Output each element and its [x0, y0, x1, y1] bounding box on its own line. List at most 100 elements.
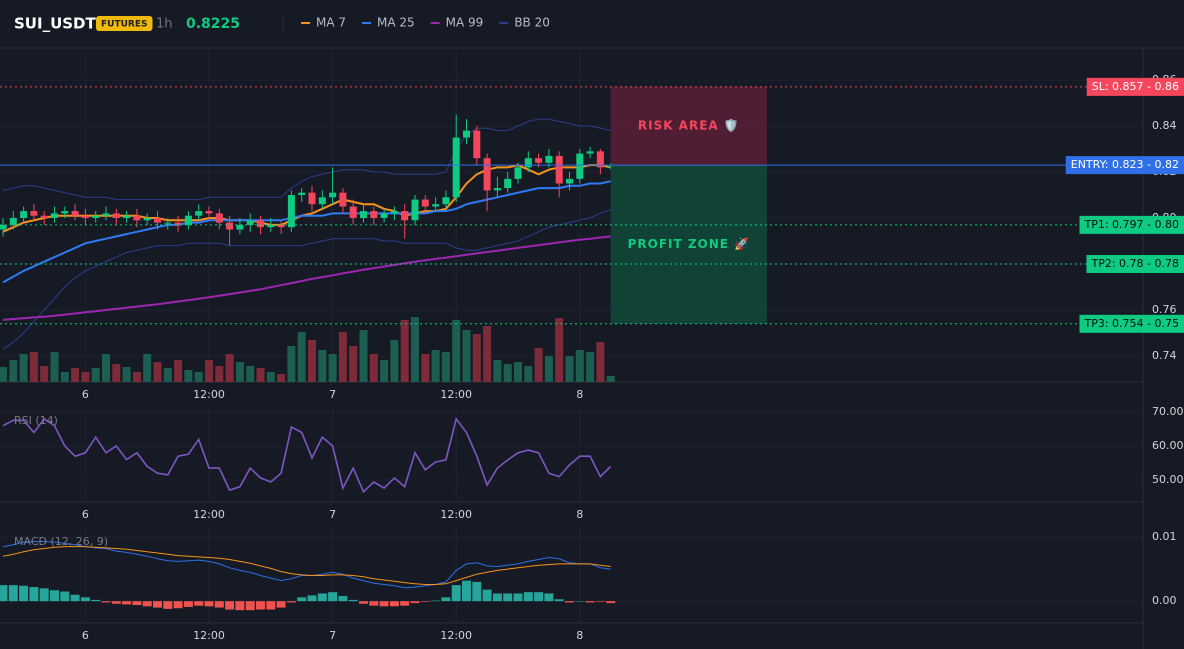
y-tick-label: 0.74 — [1152, 349, 1177, 362]
zone — [610, 86, 767, 166]
y-tick-label: 0.01 — [1152, 530, 1177, 543]
volume-bar — [40, 366, 49, 382]
histogram-bar — [389, 601, 399, 607]
volume-bar — [390, 340, 399, 382]
candle-body — [277, 224, 285, 228]
volume-bar — [287, 346, 296, 382]
histogram-bar — [307, 595, 317, 602]
candle-body — [545, 155, 553, 163]
histogram-bar — [173, 601, 183, 609]
candle-body — [442, 197, 450, 205]
candle-body — [308, 192, 316, 205]
candle-body — [349, 206, 357, 218]
level-tag: TP3: 0.754 - 0.75 — [1079, 314, 1184, 333]
candle-body — [9, 217, 17, 225]
x-tick-label: 12:00 — [440, 388, 472, 401]
volume-bar — [163, 368, 172, 382]
zone — [610, 165, 767, 324]
volume-bar — [60, 372, 69, 382]
candle-body — [154, 217, 161, 223]
volume-bar — [369, 354, 378, 382]
histogram-bar — [369, 601, 379, 606]
volume-bar — [91, 368, 100, 382]
candle-body — [380, 213, 388, 218]
volume-bar — [534, 348, 543, 382]
candle-body — [174, 222, 182, 225]
histogram-bar — [534, 592, 544, 602]
bollinger-lower — [2, 209, 611, 350]
volume-bar — [411, 317, 419, 382]
volume-bar — [153, 362, 162, 382]
volume-bar — [596, 342, 605, 382]
interval[interactable]: 1h — [156, 17, 173, 32]
candle-body — [452, 137, 460, 198]
candle-body — [257, 220, 264, 228]
histogram-bar — [50, 590, 59, 602]
candle-body — [287, 194, 295, 228]
candle-body — [596, 151, 604, 168]
volume-bar — [318, 350, 327, 382]
candle-body — [246, 220, 254, 225]
histogram-bar — [266, 601, 276, 610]
histogram-bar — [276, 601, 286, 608]
candle-body — [298, 192, 306, 195]
volume-bar — [256, 368, 265, 382]
histogram-bar — [513, 593, 523, 602]
volume-bar — [277, 374, 286, 382]
candle-body — [123, 215, 131, 218]
volume-bar — [112, 364, 121, 382]
histogram-bar — [544, 593, 554, 602]
histogram-bar — [503, 593, 513, 602]
level-tag-bg — [1086, 77, 1184, 96]
histogram-bar — [0, 585, 8, 602]
volume-bar — [524, 366, 533, 382]
candle-body — [566, 178, 573, 184]
volume-bar — [29, 352, 38, 382]
histogram-bar — [122, 601, 132, 605]
histogram-bar — [132, 601, 142, 606]
histogram-bar — [142, 601, 152, 607]
candle-body — [504, 178, 512, 189]
candle-body — [61, 211, 69, 214]
candle-body — [20, 211, 28, 218]
candle-body — [236, 224, 244, 230]
histogram-bar — [317, 593, 327, 602]
volume-bar — [194, 372, 203, 382]
histogram-bar — [214, 601, 224, 608]
volume-bar — [452, 320, 461, 382]
histogram-bar — [39, 588, 49, 602]
legend-label: MA 7 — [316, 16, 346, 30]
histogram-bar — [565, 601, 574, 603]
volume-bar — [0, 367, 7, 382]
volume-bar — [50, 352, 59, 382]
volume-bar — [421, 354, 430, 382]
symbol[interactable]: SUI_USDT — [14, 15, 96, 33]
last-price: 0.8225 — [186, 16, 240, 32]
y-tick-label: 60.00 — [1152, 439, 1184, 452]
histogram-bar — [595, 601, 605, 602]
candle-body — [514, 167, 522, 179]
level-label: TP1: 0.797 - 0.80 — [1084, 218, 1180, 231]
rsi-line — [2, 417, 612, 494]
histogram-bar — [19, 585, 29, 602]
y-tick-label: 70.00 — [1152, 405, 1184, 418]
volume-bar — [143, 354, 152, 382]
histogram-bar — [441, 597, 451, 602]
y-tick-label: 0.76 — [1152, 303, 1177, 316]
moving-average — [2, 180, 611, 284]
volume-bar — [246, 366, 255, 382]
histogram-bar — [204, 601, 214, 607]
level-label: ENTRY: 0.823 - 0.82 — [1071, 158, 1179, 171]
legend-label: MA 99 — [446, 16, 484, 30]
x-tick-label: 7 — [329, 508, 336, 521]
histogram-bar — [492, 593, 502, 602]
y-tick-label: 0.84 — [1152, 119, 1177, 132]
histogram-bar — [410, 601, 420, 604]
volume-bar — [493, 360, 502, 382]
x-tick-label: 7 — [329, 388, 336, 401]
histogram-bar — [554, 599, 564, 602]
volume-bar — [462, 330, 471, 382]
volume-bar — [431, 350, 440, 382]
moving-average — [2, 164, 611, 233]
